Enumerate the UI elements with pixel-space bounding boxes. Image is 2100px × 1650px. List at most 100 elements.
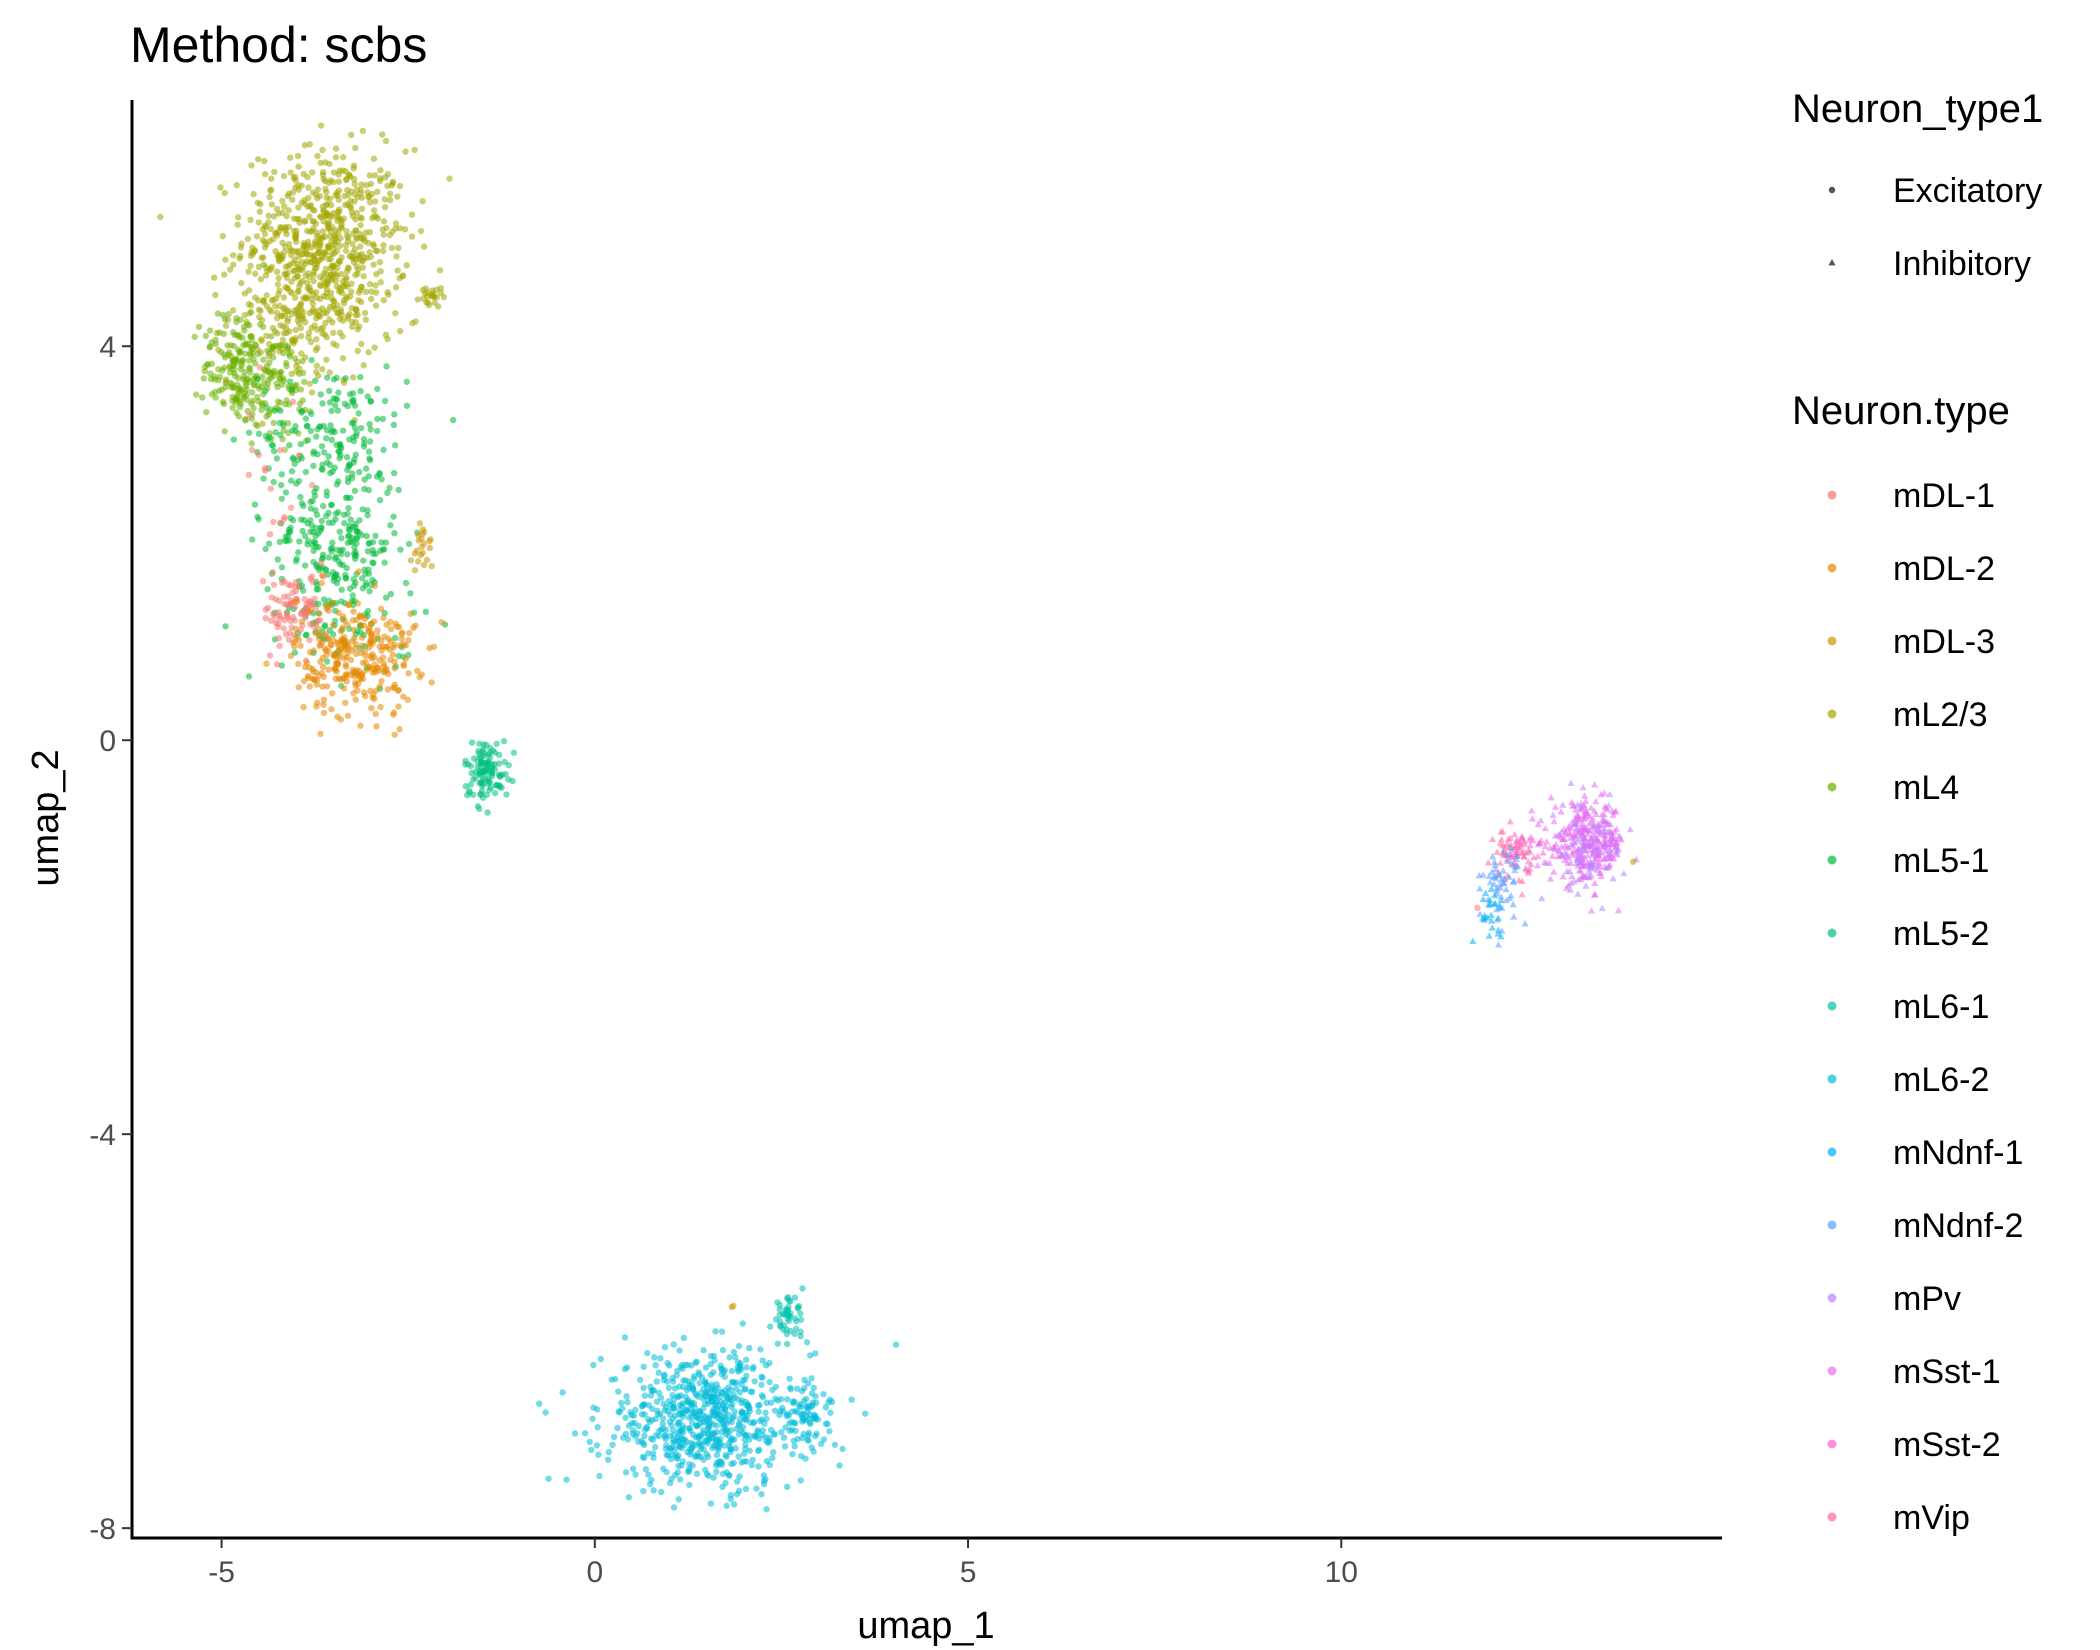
data-point bbox=[332, 145, 340, 152]
data-point bbox=[352, 451, 359, 459]
data-point bbox=[1630, 858, 1637, 865]
data-point bbox=[249, 244, 256, 251]
data-point bbox=[810, 1448, 817, 1455]
data-point bbox=[679, 1429, 687, 1436]
data-point bbox=[1604, 863, 1612, 870]
data-point bbox=[1579, 820, 1587, 827]
data-point bbox=[386, 196, 394, 204]
data-point bbox=[674, 1367, 681, 1375]
data-point bbox=[323, 683, 331, 690]
data-point bbox=[748, 1462, 755, 1469]
data-point bbox=[700, 1446, 707, 1453]
data-point bbox=[493, 740, 500, 747]
data-point bbox=[380, 247, 387, 255]
data-point bbox=[237, 244, 245, 251]
data-point bbox=[1497, 836, 1506, 843]
data-point bbox=[786, 1375, 793, 1382]
data-point bbox=[274, 556, 282, 563]
data-point bbox=[1520, 853, 1528, 860]
data-point bbox=[1506, 894, 1514, 902]
data-point bbox=[346, 391, 354, 398]
data-point bbox=[370, 560, 377, 567]
data-point bbox=[797, 1310, 804, 1317]
data-point bbox=[297, 642, 304, 649]
data-point bbox=[287, 154, 294, 161]
data-point bbox=[260, 356, 267, 363]
data-point bbox=[632, 1471, 639, 1478]
x-tick-label: 5 bbox=[960, 1556, 977, 1589]
data-point bbox=[721, 1367, 729, 1374]
data-point bbox=[293, 555, 300, 562]
data-point bbox=[309, 300, 317, 308]
data-point bbox=[366, 588, 373, 595]
data-point bbox=[255, 219, 262, 226]
data-point bbox=[406, 629, 413, 637]
data-point bbox=[380, 546, 387, 553]
data-point bbox=[365, 540, 372, 547]
data-point bbox=[1506, 817, 1514, 825]
data-point bbox=[319, 366, 326, 373]
data-point bbox=[329, 690, 336, 697]
data-point bbox=[559, 1389, 566, 1396]
color-legend-label: mL4 bbox=[1893, 769, 1959, 807]
data-point bbox=[280, 350, 287, 357]
data-point bbox=[252, 360, 259, 367]
data-point bbox=[255, 451, 262, 459]
data-point bbox=[289, 454, 297, 461]
data-point bbox=[1579, 811, 1588, 819]
data-point bbox=[288, 310, 295, 318]
data-point bbox=[373, 271, 380, 278]
data-point bbox=[374, 385, 381, 393]
data-point bbox=[669, 1415, 677, 1422]
data-point bbox=[797, 1332, 804, 1340]
data-point bbox=[763, 1399, 770, 1407]
data-point bbox=[301, 319, 309, 326]
data-point bbox=[219, 398, 227, 406]
data-point bbox=[246, 412, 253, 420]
color-legend-label: mNdnf-1 bbox=[1893, 1134, 2023, 1172]
data-point bbox=[685, 1414, 693, 1421]
data-point bbox=[820, 1436, 828, 1443]
data-point bbox=[644, 1349, 651, 1357]
data-point bbox=[824, 1420, 831, 1428]
data-point bbox=[710, 1421, 717, 1428]
data-point bbox=[306, 287, 313, 294]
data-point bbox=[805, 1429, 812, 1436]
data-point bbox=[422, 608, 429, 616]
data-point bbox=[563, 1476, 570, 1483]
data-point bbox=[241, 311, 248, 319]
data-point bbox=[729, 1436, 736, 1443]
data-point bbox=[717, 1416, 724, 1423]
data-point bbox=[271, 168, 278, 176]
data-point bbox=[333, 248, 341, 255]
data-point bbox=[621, 1334, 629, 1341]
data-point bbox=[1488, 835, 1497, 842]
data-point bbox=[307, 607, 315, 614]
data-point bbox=[287, 652, 295, 660]
data-point bbox=[255, 306, 263, 313]
data-point bbox=[371, 582, 378, 590]
data-point bbox=[344, 478, 352, 486]
data-point bbox=[297, 324, 305, 332]
data-point bbox=[407, 557, 415, 564]
data-point bbox=[622, 1469, 630, 1476]
data-point bbox=[357, 190, 364, 197]
data-point bbox=[675, 1496, 682, 1503]
data-point bbox=[252, 421, 259, 428]
data-point bbox=[1547, 794, 1555, 801]
data-point bbox=[1614, 845, 1622, 853]
data-point bbox=[320, 596, 328, 603]
data-point bbox=[304, 541, 311, 548]
data-point bbox=[648, 1417, 656, 1424]
data-point bbox=[340, 296, 348, 304]
data-point bbox=[623, 1393, 630, 1400]
data-point bbox=[323, 210, 331, 217]
data-point bbox=[341, 633, 348, 641]
color-legend-label: mVip bbox=[1893, 1499, 1970, 1537]
data-point bbox=[741, 1376, 748, 1384]
data-point bbox=[325, 244, 332, 252]
data-point bbox=[331, 665, 338, 672]
color-legend-label: mL6-1 bbox=[1893, 988, 1989, 1026]
data-point bbox=[757, 1346, 764, 1353]
data-point bbox=[1573, 801, 1582, 808]
